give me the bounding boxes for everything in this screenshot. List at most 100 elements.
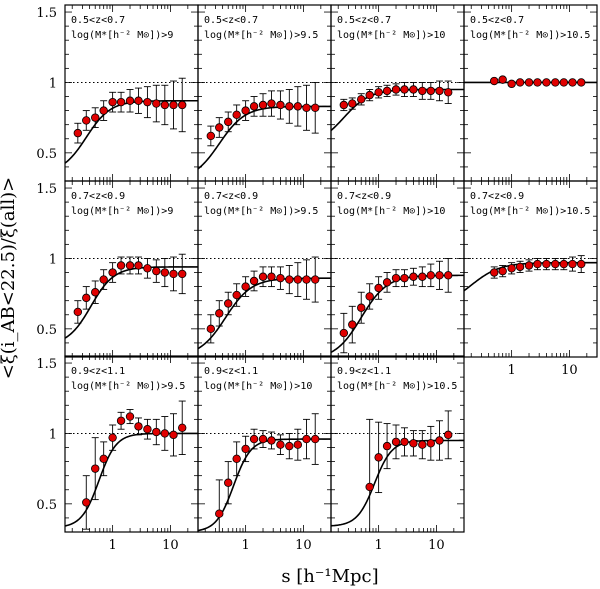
data-point-group [515,260,525,273]
data-point [116,416,126,425]
data-point [533,78,542,87]
data-point [108,433,117,442]
data-point [524,78,534,87]
data-point [224,117,233,127]
data-point [382,278,392,287]
panel: 0.7<z<0.9 log(M*[h⁻² M⊙])>9.5 [197,180,332,358]
y-axis-label: <ξ(i_AB<22.5)/ξ(all)> [0,177,19,380]
panel-redshift-label: 0.7<z<0.9 [337,191,391,202]
data-point [400,85,409,94]
data-point [435,86,444,96]
data-point [542,259,551,269]
data-point-group [276,266,285,290]
data-point [169,430,178,440]
data-point [409,439,418,448]
data-point [73,307,83,317]
data-point-group [169,80,178,130]
data-point-group [215,300,224,327]
data-point [116,261,126,270]
panel: 0.9<z<1.1 log(M*[h⁻² M⊙])>9.5 0.5 1 1.5 1 10 [36,355,199,553]
data-point [507,264,516,273]
data-point-group [533,78,542,87]
x-tick-label: 10 [295,538,312,553]
model-curve [65,99,198,164]
panel-redshift-label: 0.5<z<0.7 [204,15,258,26]
data-point-group [152,418,161,446]
panel-mass-label: log(M*[h⁻² M⊙])>10.5 [337,381,457,392]
panel-redshift-label: 0.7<z<0.9 [71,191,125,202]
panel-mass-label: log(M*[h⁻² M⊙])>10 [204,381,312,392]
data-point-group [73,300,83,324]
data-point [232,290,241,300]
data-point-group [357,93,366,106]
data-point-group [224,461,233,505]
panel-redshift-label: 0.9<z<1.1 [71,366,125,377]
data-point-group [426,263,436,288]
data-point-group [215,117,224,138]
data-point [311,434,320,444]
data-point [551,259,560,269]
data-point-group [374,421,383,494]
data-point [206,131,216,141]
data-point [348,99,357,108]
data-point [160,429,170,438]
data-point-group [302,259,311,300]
data-point-group [143,86,152,119]
data-point-group [267,90,276,117]
data-point [169,100,178,110]
data-point-group [285,265,294,295]
x-axis-label: s [h⁻¹Mpc] [281,566,378,587]
data-point-group [108,262,117,283]
data-point [418,272,427,281]
data-point-group [91,107,100,128]
data-point-group [357,291,366,324]
data-point-group [524,78,534,87]
data-point-group [143,418,152,440]
panel: 0.7<z<0.9 log(M*[h⁻² M⊙])>10 [330,180,465,358]
data-point [160,268,170,277]
data-point-group [160,84,170,126]
data-point-group [241,276,250,297]
y-tick-label: 0.5 [36,323,57,338]
panel-mass-label: log(M*[h⁻² M⊙])>10 [337,30,445,41]
data-point-group [267,431,276,450]
data-point-group [206,314,216,344]
data-point [178,269,187,279]
data-point-group [302,84,311,131]
data-point [426,86,436,96]
data-point-group [444,257,453,293]
panel-redshift-label: 0.7<z<0.9 [204,191,258,202]
data-point [293,275,303,284]
data-point [559,259,569,269]
data-point [435,436,444,445]
data-point-group [400,81,409,97]
panel-redshift-label: 0.5<z<0.7 [470,15,524,26]
data-point [444,430,453,440]
data-point [357,303,366,312]
data-point-group [400,427,409,457]
data-point [276,273,285,283]
panel-mass-label: log(M*[h⁻² M⊙])>10.5 [470,30,590,41]
data-point [232,454,241,463]
model-curve [65,432,198,527]
y-tick-label: 0.5 [36,498,57,513]
panel-mass-label: log(M*[h⁻² M⊙])>10.5 [470,206,590,217]
data-point [134,261,143,270]
data-point [241,106,250,115]
data-point-group [293,86,303,127]
panel-mass-label: log(M*[h⁻² M⊙])>9.5 [204,30,318,41]
panel-frame [330,355,465,533]
data-point-group [348,97,357,110]
data-point-group [73,122,83,144]
data-point-group [418,430,427,460]
y-tick-label: 1 [49,252,57,267]
data-point-group [91,280,100,304]
data-point-group [490,266,499,279]
data-point [178,100,187,110]
data-point [143,264,152,273]
data-point [249,102,259,111]
x-tick-label: 1 [241,538,249,553]
data-point-group [82,110,91,131]
data-point [108,268,117,277]
data-point-group [232,441,241,477]
